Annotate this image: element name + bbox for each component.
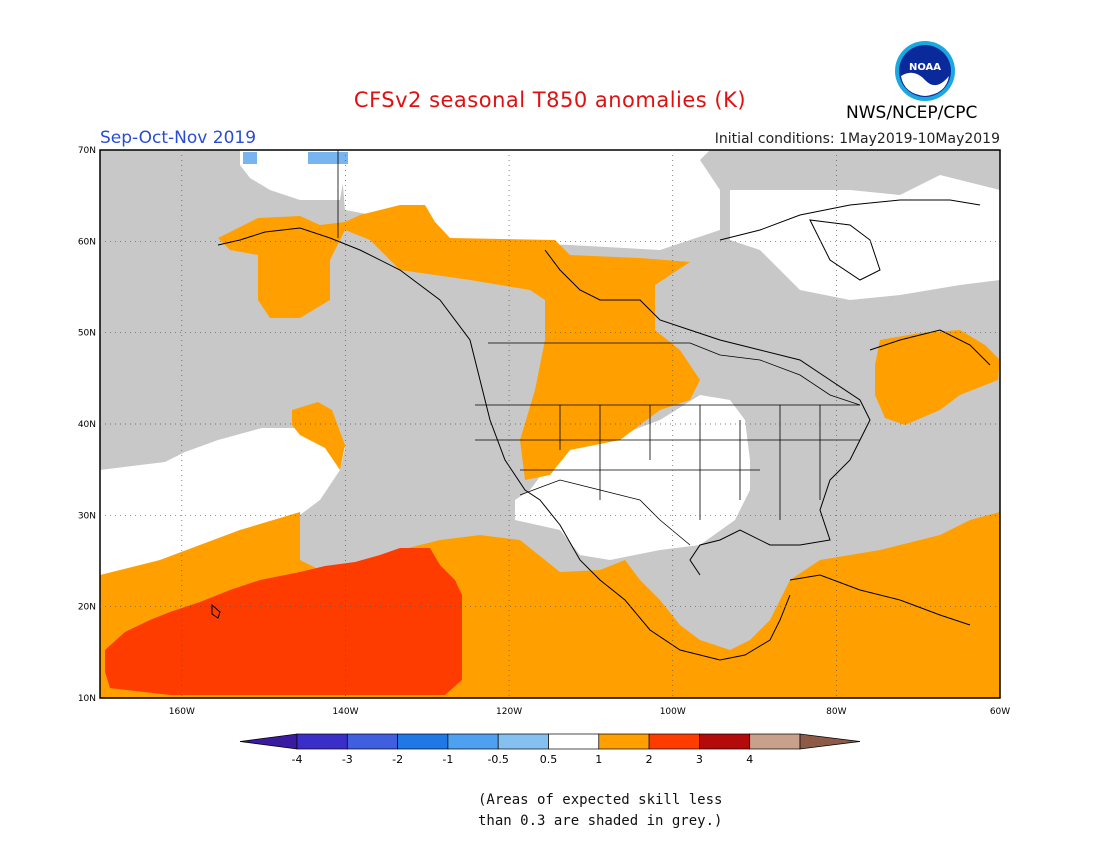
colorbar-high-arrow	[799, 733, 861, 750]
lat-label: 20N	[78, 603, 96, 613]
logo-text: NOAA	[909, 62, 941, 73]
colorbar-segment	[346, 733, 398, 750]
coastlines	[211, 199, 991, 661]
footnote-line-1: (Areas of expected skill less	[478, 792, 723, 808]
colorbar-tick: 1	[595, 753, 602, 766]
colorbar-segment	[749, 733, 801, 750]
colorbar: -4 -3 -2 -1 -0.5 0.5 1 2 3 4	[239, 733, 861, 766]
lat-label: 40N	[78, 420, 96, 430]
graticule	[100, 150, 1000, 698]
colorbar-segment	[397, 733, 449, 750]
season-label: Sep-Oct-Nov 2019	[100, 128, 257, 148]
colorbar-segment	[548, 733, 600, 750]
colorbar-tick: -0.5	[487, 753, 508, 766]
colorbar-segment	[447, 733, 499, 750]
lon-label: 120W	[496, 707, 522, 717]
political-borders	[337, 150, 861, 546]
map-title: CFSv2 seasonal T850 anomalies (K)	[353, 88, 747, 112]
latitude-labels: 70N 60N 50N 40N 30N 20N 10N	[78, 146, 96, 704]
lat-label: 10N	[78, 694, 96, 704]
colorbar-tick: -4	[292, 753, 303, 766]
noaa-logo-icon: NOAA	[895, 41, 955, 101]
longitude-labels: 160W 140W 120W 100W 80W 60W	[169, 707, 1010, 717]
lat-label: 50N	[78, 329, 96, 339]
colorbar-tick: -3	[342, 753, 353, 766]
colorbar-tick: 0.5	[540, 753, 558, 766]
colorbar-tick: 2	[646, 753, 653, 766]
lat-label: 70N	[78, 146, 96, 156]
colorbar-segment	[296, 733, 348, 750]
strong-positive-anomaly-region	[105, 548, 462, 695]
colorbar-segment	[648, 733, 700, 750]
colorbar-tick: 3	[696, 753, 703, 766]
colorbar-segment	[598, 733, 650, 750]
colorbar-segment	[699, 733, 751, 750]
footnote-line-2: than 0.3 are shaded in grey.)	[478, 813, 723, 829]
lat-label: 60N	[78, 237, 96, 247]
lon-label: 100W	[660, 707, 686, 717]
skill-footnote: (Areas of expected skill less than 0.3 a…	[478, 790, 722, 832]
colorbar-tick: -2	[392, 753, 403, 766]
initial-conditions-label: Initial conditions: 1May2019-10May2019	[714, 131, 1000, 147]
agency-label: NWS/NCEP/CPC	[846, 103, 978, 123]
colorbar-low-arrow	[239, 733, 298, 750]
colorbar-tick: -1	[442, 753, 453, 766]
colorbar-segment	[497, 733, 549, 750]
lon-label: 140W	[332, 707, 358, 717]
lon-label: 80W	[826, 707, 846, 717]
lon-label: 60W	[990, 707, 1010, 717]
lat-label: 30N	[78, 511, 96, 521]
colorbar-tick: 4	[746, 753, 753, 766]
lon-label: 160W	[169, 707, 195, 717]
